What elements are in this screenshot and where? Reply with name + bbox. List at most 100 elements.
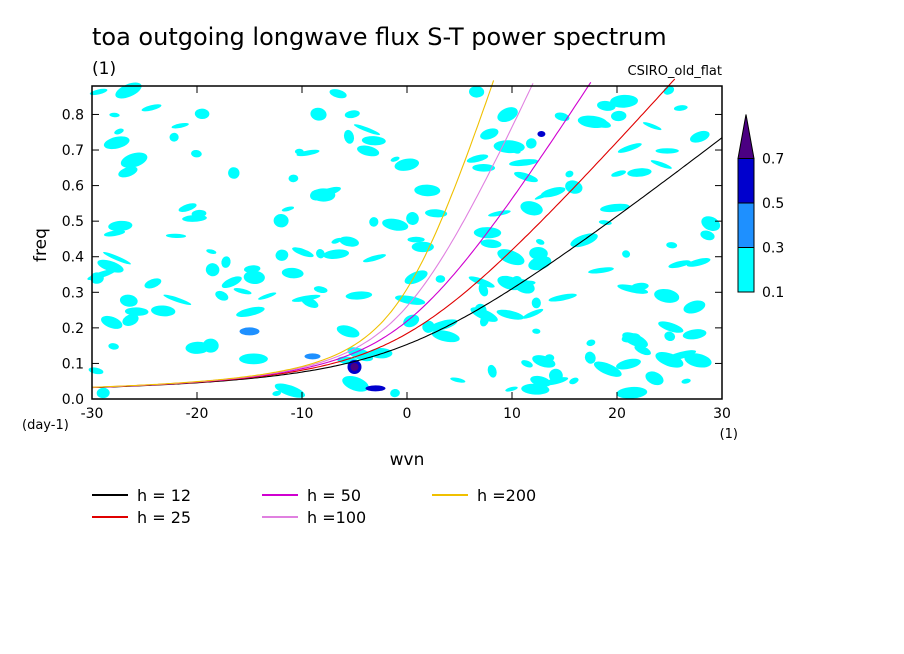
contour-blob bbox=[480, 239, 502, 249]
y-tick-label: 0.2 bbox=[62, 321, 84, 337]
contour-blob bbox=[345, 291, 373, 300]
contour-blob bbox=[329, 89, 347, 99]
contour-blob bbox=[616, 386, 648, 399]
contour-blob bbox=[598, 220, 612, 226]
dispersion-curve-h200 bbox=[92, 80, 495, 388]
x-tick-label: -10 bbox=[291, 406, 314, 422]
contour-blob bbox=[686, 258, 711, 267]
contour-blob bbox=[450, 377, 466, 383]
contour-regions bbox=[87, 82, 721, 399]
chart-title: toa outgoing longwave flux S-T power spe… bbox=[92, 23, 667, 51]
contour-blob bbox=[655, 148, 679, 154]
colorbar-segment bbox=[737, 158, 755, 204]
contour-blob bbox=[258, 292, 277, 300]
contour-blob bbox=[522, 308, 544, 319]
contour-blob bbox=[163, 294, 192, 306]
contour-blob bbox=[357, 145, 380, 157]
contour-blob bbox=[683, 300, 706, 314]
contour-blob bbox=[144, 278, 162, 289]
contour-blob bbox=[296, 149, 320, 157]
contour-blob bbox=[611, 170, 626, 177]
contour-blob bbox=[103, 136, 130, 150]
contour-blob bbox=[114, 128, 124, 135]
contour-blob bbox=[525, 138, 537, 149]
contour-blob bbox=[474, 303, 487, 317]
plot-area: -30 -20 -10 0 10 20 30 0.00.10.20.30.40.50.60.… bbox=[62, 78, 731, 422]
contour-blob bbox=[292, 247, 314, 258]
y-tick-label: 0.5 bbox=[62, 214, 84, 230]
contour-peak bbox=[537, 131, 546, 138]
contour-blob bbox=[468, 276, 495, 288]
contour-blob bbox=[642, 122, 662, 131]
contour-blob bbox=[390, 156, 400, 162]
contour-blob bbox=[344, 110, 360, 119]
contour-blob bbox=[487, 364, 497, 378]
contour-blob bbox=[666, 350, 697, 361]
contour-blob bbox=[531, 297, 541, 309]
y-tick-label: 0.4 bbox=[62, 250, 84, 266]
contour-blob bbox=[369, 217, 379, 227]
colorbar-segment bbox=[737, 247, 755, 293]
contour-blob bbox=[611, 110, 627, 122]
contour-blob bbox=[301, 297, 319, 308]
colorbar-level: 0.1 bbox=[762, 285, 784, 301]
contour-blob bbox=[274, 383, 306, 398]
contour-blob bbox=[310, 107, 327, 121]
contour-blob bbox=[549, 368, 563, 383]
contour-peak bbox=[304, 353, 321, 360]
contour-blob bbox=[664, 331, 676, 342]
contour-blob bbox=[363, 254, 386, 263]
contour-blob bbox=[407, 236, 425, 243]
contour-blob bbox=[509, 159, 539, 167]
contour-blob bbox=[622, 250, 631, 258]
contour-blob bbox=[634, 345, 651, 356]
contour-blob bbox=[275, 249, 289, 261]
contour-blob bbox=[119, 294, 138, 307]
colorbar-level: 0.3 bbox=[762, 241, 784, 257]
contour-blob bbox=[89, 88, 108, 96]
contour-blob bbox=[331, 237, 342, 244]
legend-label: h =100 bbox=[307, 508, 366, 527]
contour-blob bbox=[584, 351, 596, 364]
contour-blob bbox=[505, 386, 518, 392]
contour-blob bbox=[108, 220, 133, 232]
contour-blob bbox=[548, 293, 577, 302]
contour-blob bbox=[512, 149, 521, 154]
contour-peak bbox=[239, 327, 260, 336]
contour-blob bbox=[404, 270, 428, 285]
contour-blob bbox=[673, 105, 688, 111]
contour-blob bbox=[120, 152, 148, 168]
x-units-label: (1) bbox=[720, 427, 738, 442]
contour-blob bbox=[118, 166, 138, 178]
legend-label: h = 12 bbox=[137, 486, 191, 505]
contour-blob bbox=[228, 167, 240, 179]
contour-blob bbox=[532, 328, 541, 334]
contour-blob bbox=[403, 314, 420, 328]
contour-peak bbox=[365, 385, 386, 392]
contour-blob bbox=[658, 321, 684, 333]
contour-blob bbox=[521, 383, 550, 395]
contour-blob bbox=[565, 170, 574, 178]
contour-blob bbox=[414, 184, 441, 197]
contour-blob bbox=[281, 267, 304, 279]
x-tick-label: 20 bbox=[608, 406, 626, 422]
contour-blob bbox=[394, 158, 420, 171]
y-tick-label: 0.3 bbox=[62, 285, 84, 301]
y-tick-label: 0.7 bbox=[62, 143, 84, 159]
contour-blob bbox=[582, 115, 611, 128]
chart-subtitle: (1) bbox=[92, 59, 116, 79]
contour-blob bbox=[610, 94, 638, 108]
x-tick-label: -30 bbox=[81, 406, 104, 422]
contour-blob bbox=[101, 315, 123, 329]
contour-blob bbox=[488, 210, 511, 217]
contour-blob bbox=[435, 275, 446, 283]
legend-label: h =200 bbox=[477, 486, 536, 505]
contour-blob bbox=[600, 203, 630, 213]
contour-blob bbox=[496, 309, 524, 320]
contour-blob bbox=[390, 388, 400, 398]
contour-blob bbox=[569, 377, 579, 385]
contour-blob bbox=[103, 251, 131, 265]
contour-blob bbox=[221, 256, 231, 268]
contour-blob bbox=[510, 276, 523, 290]
contour-blob bbox=[233, 287, 252, 295]
